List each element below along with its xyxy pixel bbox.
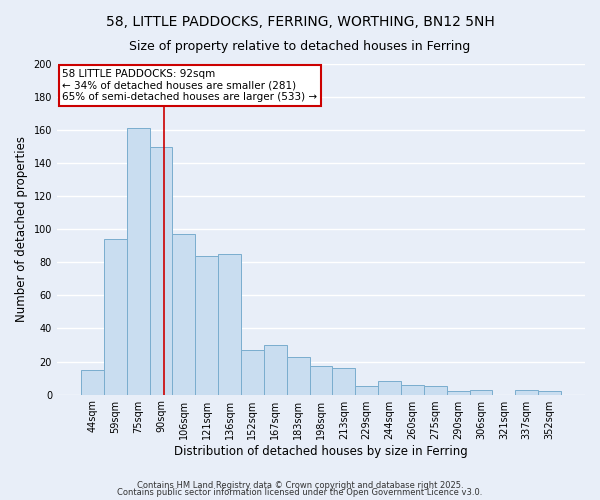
Bar xyxy=(264,345,287,395)
Bar xyxy=(104,239,127,394)
Bar xyxy=(241,350,264,395)
Text: 58 LITTLE PADDOCKS: 92sqm
← 34% of detached houses are smaller (281)
65% of semi: 58 LITTLE PADDOCKS: 92sqm ← 34% of detac… xyxy=(62,69,317,102)
Bar xyxy=(127,128,149,394)
Bar xyxy=(401,384,424,394)
Y-axis label: Number of detached properties: Number of detached properties xyxy=(15,136,28,322)
Text: Contains HM Land Registry data © Crown copyright and database right 2025.: Contains HM Land Registry data © Crown c… xyxy=(137,480,463,490)
Text: Contains public sector information licensed under the Open Government Licence v3: Contains public sector information licen… xyxy=(118,488,482,497)
Bar xyxy=(149,146,172,394)
Bar xyxy=(81,370,104,394)
Bar xyxy=(470,390,493,394)
Text: 58, LITTLE PADDOCKS, FERRING, WORTHING, BN12 5NH: 58, LITTLE PADDOCKS, FERRING, WORTHING, … xyxy=(106,15,494,29)
Bar xyxy=(195,256,218,394)
X-axis label: Distribution of detached houses by size in Ferring: Distribution of detached houses by size … xyxy=(174,444,468,458)
Bar xyxy=(378,382,401,394)
Bar xyxy=(332,368,355,394)
Text: Size of property relative to detached houses in Ferring: Size of property relative to detached ho… xyxy=(130,40,470,53)
Bar xyxy=(424,386,446,394)
Bar xyxy=(287,356,310,395)
Bar xyxy=(538,392,561,394)
Bar xyxy=(218,254,241,394)
Bar xyxy=(515,390,538,394)
Bar xyxy=(355,386,378,394)
Bar xyxy=(446,392,470,394)
Bar xyxy=(172,234,195,394)
Bar xyxy=(310,366,332,394)
